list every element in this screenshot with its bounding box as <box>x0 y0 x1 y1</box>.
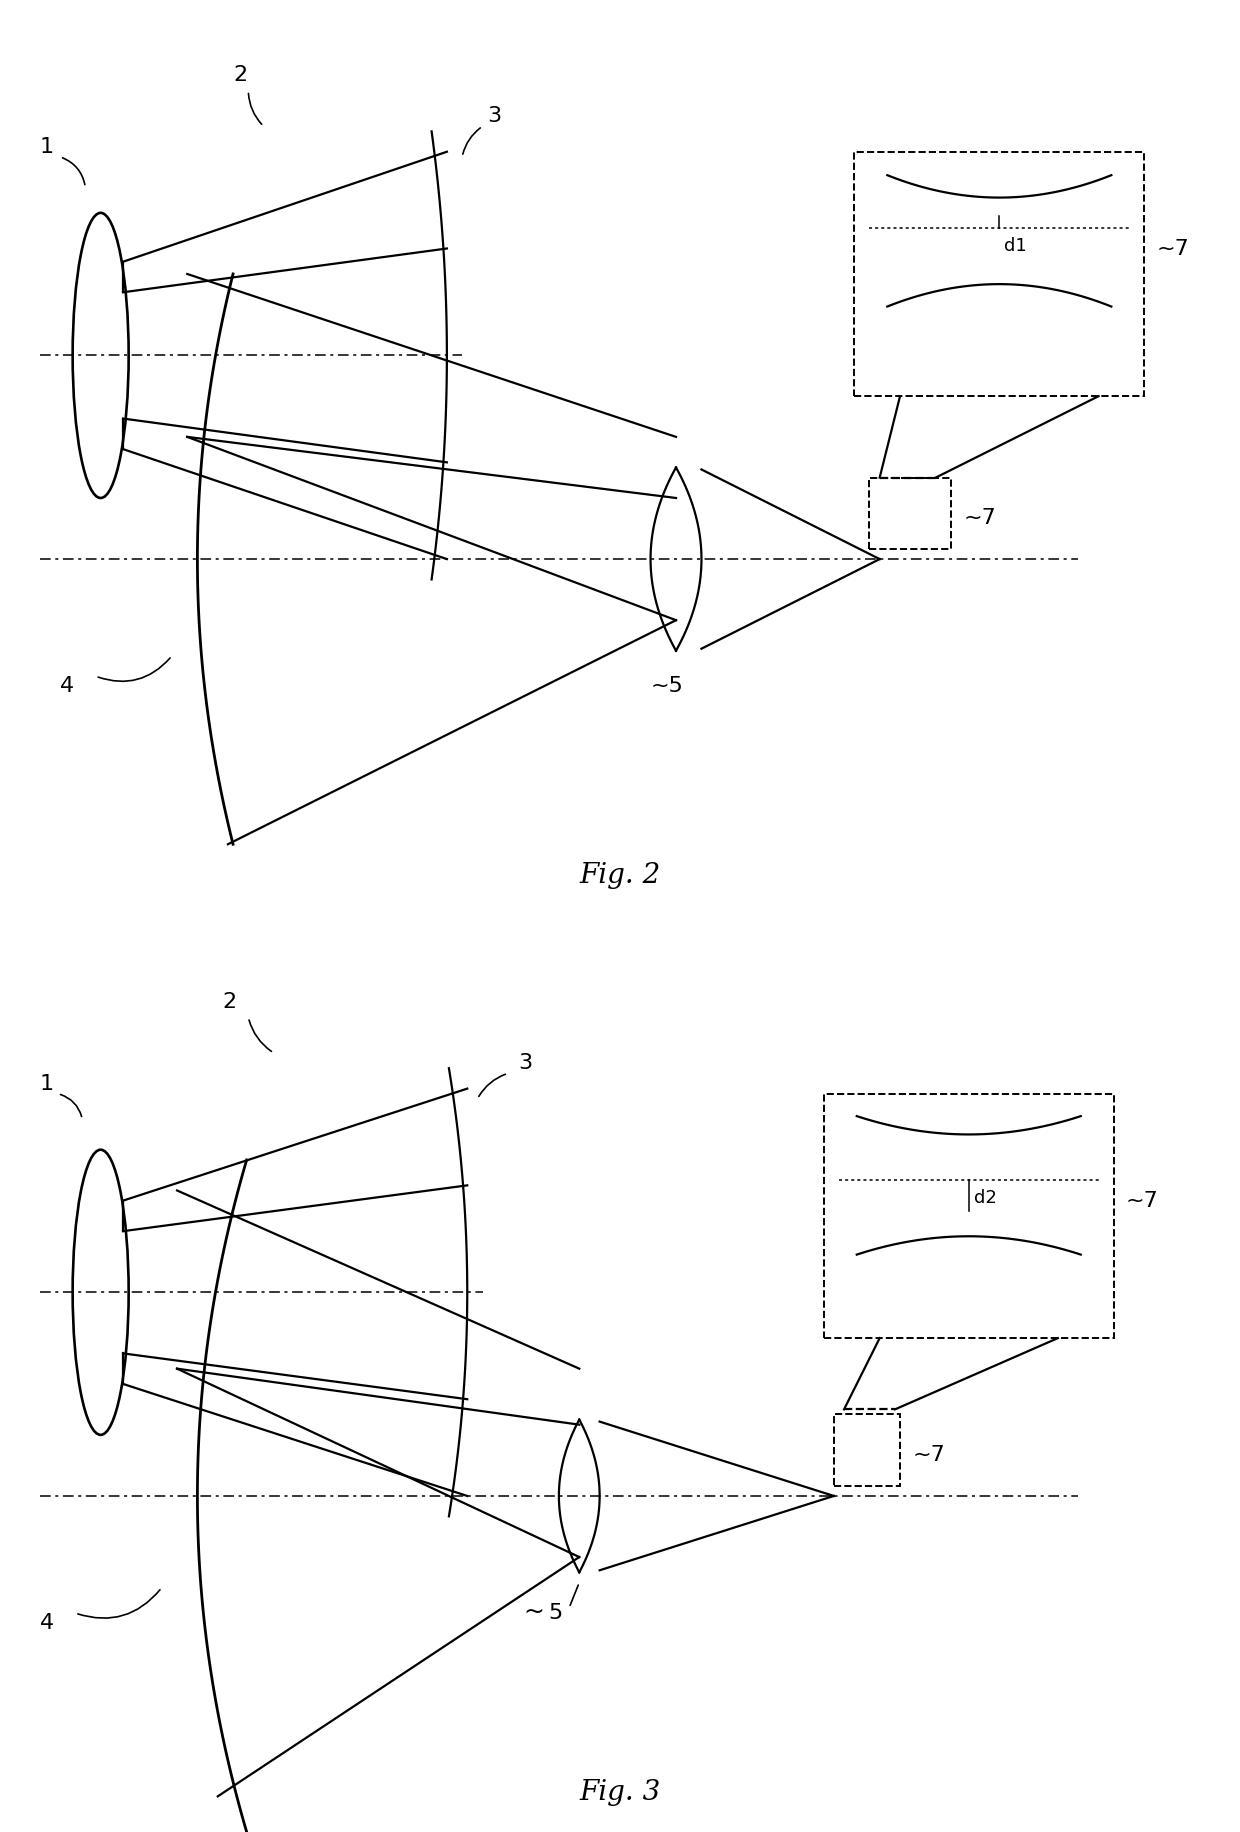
Text: ~7: ~7 <box>913 1444 945 1464</box>
Text: d2: d2 <box>973 1189 997 1207</box>
Text: 1: 1 <box>40 137 53 158</box>
Bar <box>833 1414 900 1486</box>
Text: ~7: ~7 <box>1126 1191 1159 1211</box>
Text: ~7: ~7 <box>963 507 996 528</box>
Text: d1: d1 <box>1004 236 1027 255</box>
Text: Fig. 3: Fig. 3 <box>579 1777 661 1805</box>
Text: ~5: ~5 <box>651 676 683 696</box>
Text: 4: 4 <box>40 1612 53 1632</box>
Text: ~7: ~7 <box>1157 238 1189 258</box>
Text: 2: 2 <box>223 991 237 1011</box>
Text: 1: 1 <box>40 1074 53 1094</box>
Text: 3: 3 <box>518 1053 532 1074</box>
Text: 2: 2 <box>233 66 247 86</box>
Text: 4: 4 <box>60 676 74 696</box>
Text: Fig. 2: Fig. 2 <box>579 861 661 889</box>
Text: ~: ~ <box>523 1599 544 1623</box>
Bar <box>854 152 1145 398</box>
Text: 3: 3 <box>487 106 502 126</box>
Text: 5: 5 <box>549 1603 563 1623</box>
Bar <box>823 1094 1114 1339</box>
Bar <box>869 478 951 550</box>
